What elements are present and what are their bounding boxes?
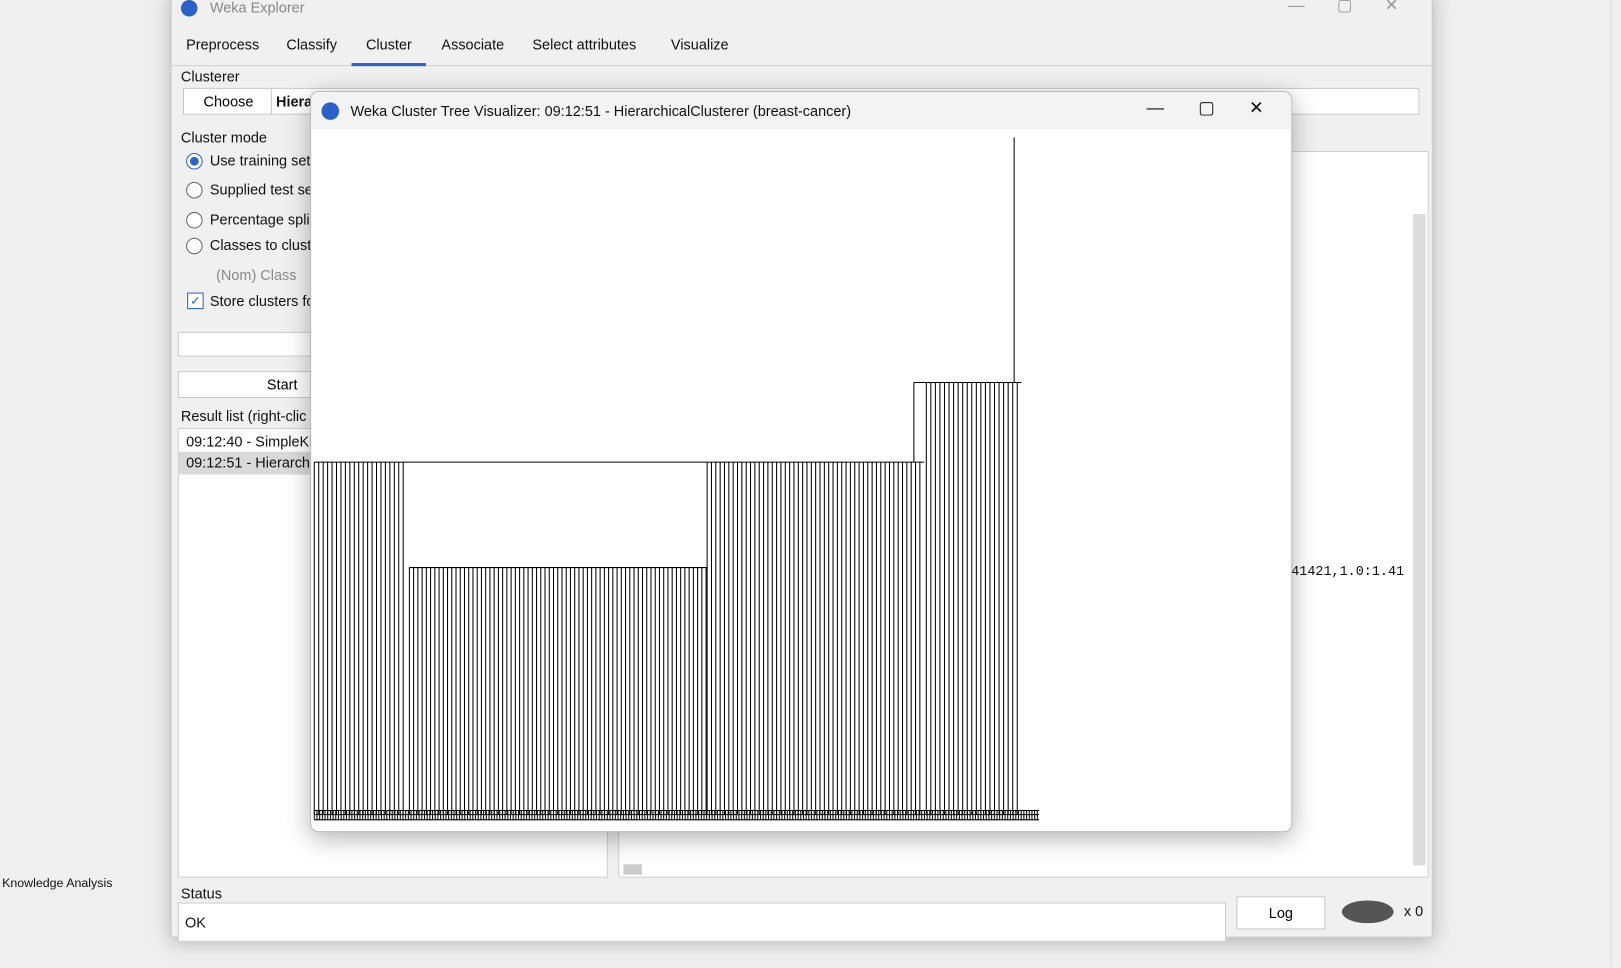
dialog-controls[interactable]: — ▢ ✕	[1146, 98, 1264, 118]
clusterer-label: Clusterer	[180, 68, 240, 85]
clusterer-name: Hiera	[276, 93, 313, 110]
screen-edge	[1610, 0, 1621, 968]
result-item[interactable]: 09:12:40 - SimpleKl	[186, 433, 313, 450]
radio-label: Supplied test se	[209, 180, 313, 198]
radio-button[interactable]	[186, 211, 203, 229]
result-list-label: Result list (right-clic	[180, 407, 307, 424]
cluster-mode-options: Use training set Supplied test se Percenta…	[186, 146, 320, 270]
radio-button[interactable]	[186, 181, 203, 199]
dendrogram	[313, 137, 1039, 821]
tab[interactable]: Preprocess	[186, 36, 260, 53]
tab-bar: Preprocess Classify Cluster Associate Select…	[171, 32, 1432, 67]
radio-label: Use training set	[209, 151, 311, 169]
hscroll-thumb[interactable]	[623, 864, 642, 875]
task-count: x 0	[1403, 902, 1424, 920]
status-label: Status	[180, 884, 222, 902]
radio-label: Percentage spli	[209, 210, 310, 228]
radio-button[interactable]	[186, 153, 203, 170]
output-text: 41421,1.0:1.41	[1291, 563, 1405, 579]
checkbox[interactable]: ✓	[187, 292, 204, 310]
weka-bird	[1341, 900, 1394, 924]
scrollbar[interactable]	[1413, 213, 1426, 866]
tab[interactable]: Classify	[286, 36, 338, 53]
store-clusters-label: Store clusters fo	[209, 292, 315, 310]
radio-label: Classes to clust	[209, 236, 312, 254]
tree-visualizer-window: Weka Cluster Tree Visualizer: 09:12:51 -…	[310, 90, 1293, 833]
dialog-icon	[321, 102, 340, 120]
app-icon	[180, 0, 198, 17]
dialog-titlebar	[311, 92, 1292, 130]
cluster-mode-label: Cluster mode	[180, 129, 267, 146]
ignore-field[interactable]	[177, 331, 325, 357]
radio-button[interactable]	[186, 237, 203, 255]
side-label: Knowledge Analysis	[2, 875, 113, 891]
log-button[interactable]: Log	[1236, 896, 1326, 930]
window-title: Weka Explorer	[209, 0, 305, 16]
tab[interactable]: Cluster	[351, 32, 427, 67]
tab[interactable]: Select attributes	[532, 36, 637, 53]
dialog-title: Weka Cluster Tree Visualizer: 09:12:51 -…	[350, 102, 852, 119]
tab[interactable]: Associate	[441, 36, 505, 53]
window-controls[interactable]: — ▢ ✕	[1288, 0, 1399, 15]
choose-button[interactable]: Choose	[182, 87, 274, 115]
status-text: OK	[185, 913, 206, 931]
class-select[interactable]: (Nom) Class	[216, 266, 297, 284]
status-field: OK	[177, 902, 1227, 942]
tab[interactable]: Visualize	[670, 36, 729, 53]
